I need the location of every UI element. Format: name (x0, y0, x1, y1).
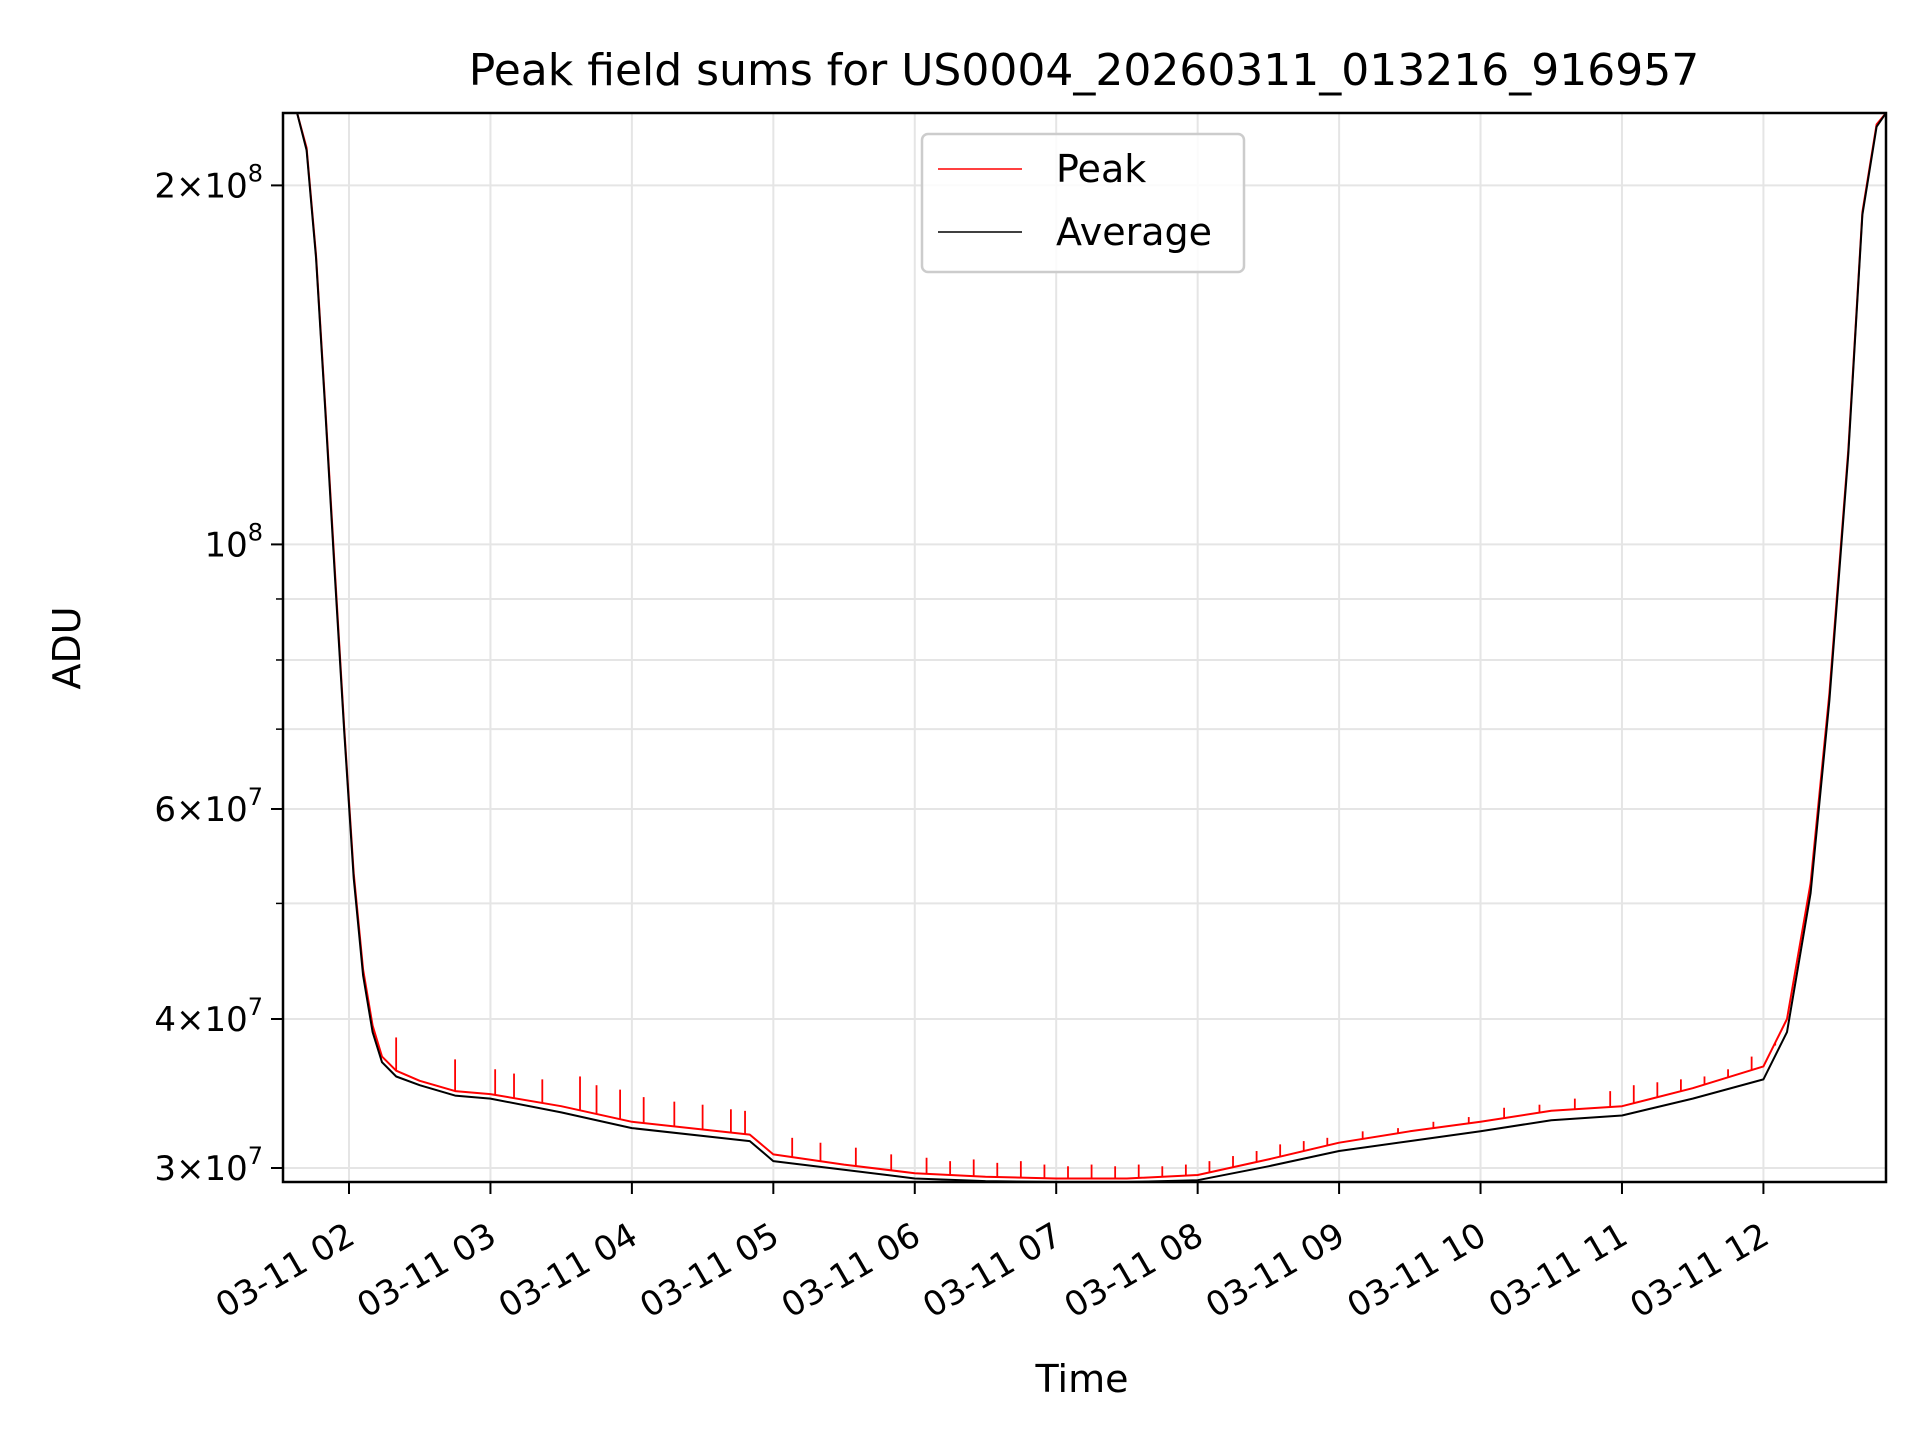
series-line-average (283, 113, 1886, 1182)
plot-frame (281, 111, 1888, 1184)
y-tick-label: 6×107 (154, 783, 263, 830)
y-tick-label: 108 (204, 518, 263, 565)
chart-title: Peak field sums for US0004_20260311_0132… (469, 45, 1699, 96)
x-axis-label: Time (1035, 1357, 1129, 1401)
legend-label-average: Average (1056, 210, 1212, 254)
y-tick-label: 4×107 (154, 993, 263, 1040)
legend: Peak Average (920, 132, 1246, 274)
grid (283, 113, 1886, 1182)
legend-label-peak: Peak (1056, 147, 1146, 191)
plot-lines (283, 113, 1886, 1182)
y-tick-label: 2×108 (154, 159, 263, 206)
y-tick-label: 3×107 (154, 1142, 263, 1189)
y-axis: 3×107 4×107 6×107 108 2×108 (154, 159, 283, 1189)
y-axis-label: ADU (45, 606, 89, 689)
